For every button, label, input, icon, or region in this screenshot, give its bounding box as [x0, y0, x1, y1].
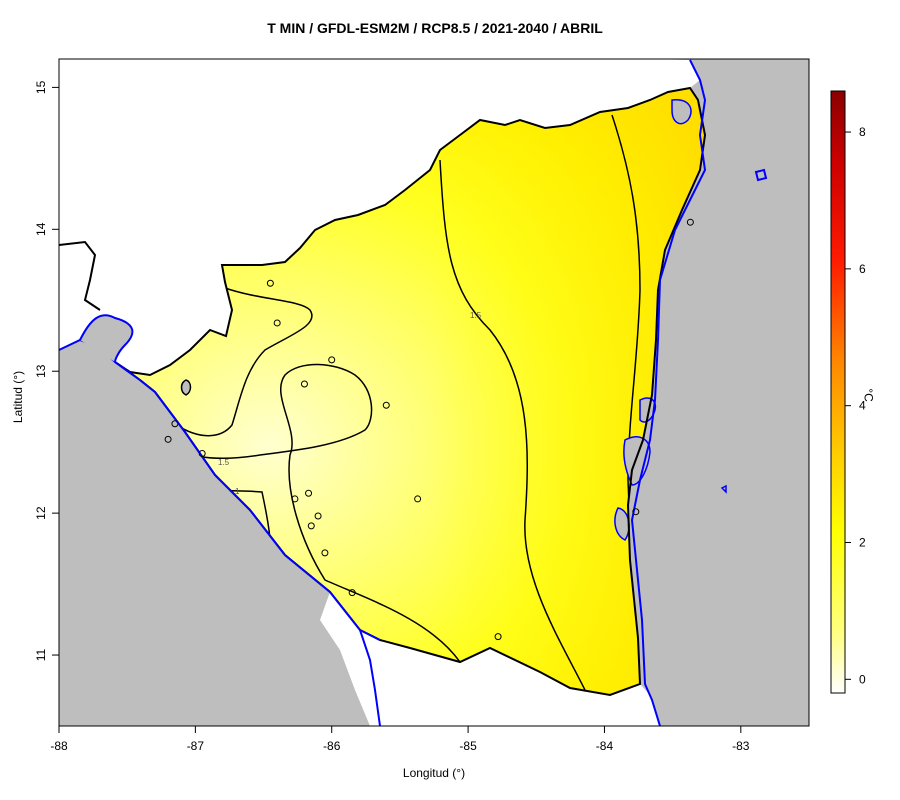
- contour-label: 1: [235, 487, 240, 496]
- station-marker: [273, 319, 281, 327]
- chart-title: T MIN / GFDL-ESM2M / RCP8.5 / 2021-2040 …: [267, 20, 603, 36]
- island: [754, 168, 768, 182]
- lagoon: [639, 397, 657, 423]
- station-marker: [266, 279, 274, 287]
- station-marker: [382, 401, 390, 409]
- pacific-coastline: [359, 629, 381, 726]
- costa-rica-land: [320, 592, 660, 726]
- nicaragua-outline: [114, 86, 707, 697]
- station-marker: [198, 450, 206, 458]
- colorbar-tick-label: 6: [859, 262, 866, 276]
- lagoon: [614, 507, 630, 541]
- y-axis: 11 12 13 14 15: [34, 80, 59, 661]
- x-tick-label: -87: [187, 739, 205, 753]
- station-marker: [300, 380, 308, 388]
- contour-label: 1.5: [470, 311, 482, 320]
- station-marker: [414, 495, 422, 503]
- colorbar: [830, 90, 846, 694]
- station-marker: [321, 549, 329, 557]
- station-markers: [164, 218, 694, 641]
- colorbar-tick-label: 8: [859, 125, 866, 139]
- y-tick-label: 15: [34, 80, 48, 94]
- x-tick-label: -85: [459, 739, 477, 753]
- x-tick-label: -83: [732, 739, 750, 753]
- station-marker: [305, 489, 313, 497]
- x-tick-label: -86: [323, 739, 341, 753]
- lake-managua: [180, 379, 192, 396]
- contour-line: [169, 287, 313, 437]
- honduras-land: [59, 59, 700, 375]
- contour-labels: 1.5 1 1.5: [218, 311, 482, 496]
- station-marker: [171, 420, 179, 428]
- lagoon: [671, 99, 692, 125]
- station-marker: [686, 218, 694, 226]
- station-marker: [314, 512, 322, 520]
- honduras-border: [59, 240, 101, 311]
- x-tick-label: -84: [596, 739, 614, 753]
- station-marker: [307, 522, 315, 530]
- y-tick-label: 12: [34, 506, 48, 520]
- x-tick-label: -88: [50, 739, 68, 753]
- gulf-of-fonseca: [79, 314, 134, 363]
- x-axis-label: Longitud (°): [402, 766, 466, 780]
- station-marker: [494, 633, 502, 641]
- colorbar-tick-label: 4: [859, 399, 866, 413]
- station-marker: [164, 435, 172, 443]
- station-marker: [328, 356, 336, 364]
- contour-label: 1.5: [218, 458, 230, 467]
- station-marker: [291, 495, 299, 503]
- y-tick-label: 14: [34, 222, 48, 236]
- colorbar-tick-label: 2: [859, 536, 866, 550]
- island: [720, 484, 727, 494]
- colorbar-tick-label: 0: [859, 672, 866, 686]
- y-tick-label: 13: [34, 364, 48, 378]
- colorbar-axis: 0 2 4 6 8: [845, 125, 866, 686]
- contour-line: [174, 363, 461, 663]
- station-marker: [348, 589, 356, 597]
- station-marker: [632, 508, 640, 516]
- contour-line: [439, 159, 586, 691]
- caribbean-coastline: [630, 59, 707, 726]
- y-tick-label: 11: [34, 648, 48, 661]
- x-axis: -88 -87 -86 -85 -84 -83: [50, 725, 750, 753]
